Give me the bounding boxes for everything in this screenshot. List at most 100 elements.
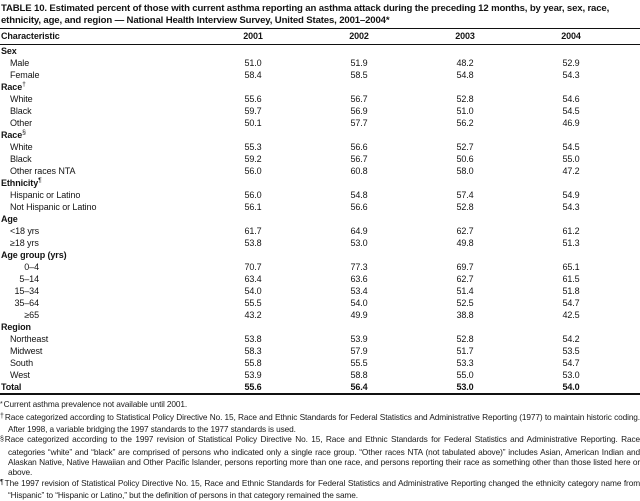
row-label: Other — [10, 118, 33, 129]
row-label: Age group (yrs) — [1, 250, 67, 261]
row-label: Sex — [1, 46, 17, 57]
table-row: Black 59.2 56.7 50.6 55.0 — [0, 153, 624, 165]
row-label: Not Hispanic or Latino — [10, 202, 97, 213]
row-label: Region — [1, 322, 31, 333]
table-row: Black 59.7 56.9 51.0 54.5 — [0, 105, 624, 117]
cell-value: 54.0 — [244, 286, 262, 297]
cell-value: 56.0 — [244, 166, 262, 177]
cell-value: 53.5 — [562, 346, 580, 357]
cell-value: 49.9 — [350, 310, 368, 321]
table-row: 0–4 70.7 77.3 69.7 65.1 — [0, 261, 624, 273]
cell-value: 64.9 — [350, 226, 368, 237]
footnote: *Current asthma prevalence not available… — [0, 399, 188, 410]
cell-value: 54.8 — [456, 70, 474, 81]
cell-value: 54.9 — [562, 190, 580, 201]
footnote-marker: § — [0, 435, 4, 443]
cell-value: 52.8 — [456, 202, 474, 213]
cell-value: 54.5 — [562, 106, 580, 117]
cell-value: 52.9 — [562, 58, 580, 69]
row-label: Race§ — [1, 128, 26, 141]
row-label: Age — [1, 214, 18, 225]
cell-value: 54.8 — [350, 190, 368, 201]
table-row: Not Hispanic or Latino 56.1 56.6 52.8 54.3 — [0, 201, 624, 213]
table-row: White 55.3 56.6 52.7 54.5 — [0, 141, 624, 153]
table-row: Race§ — [0, 129, 624, 141]
cell-value: 54.0 — [562, 382, 580, 393]
cell-value: 58.8 — [350, 370, 368, 381]
cell-value: 47.2 — [562, 166, 580, 177]
cell-value: 55.3 — [244, 142, 262, 153]
footnotes: *Current asthma prevalence not available… — [0, 395, 640, 500]
cell-value: 54.0 — [350, 298, 368, 309]
column-header-characteristic: Characteristic — [1, 31, 60, 42]
table-row: <18 yrs 61.7 64.9 62.7 61.2 — [0, 225, 624, 237]
row-label: 15–34 — [14, 286, 39, 297]
row-label: Female — [10, 70, 40, 81]
cell-value: 51.9 — [350, 58, 368, 69]
row-label: Hispanic or Latino — [10, 190, 81, 201]
table-row: Region — [0, 321, 624, 333]
cell-value: 61.2 — [562, 226, 580, 237]
cell-value: 55.8 — [244, 358, 262, 369]
table-row: Race† — [0, 81, 624, 93]
table-row: ≥18 yrs 53.8 53.0 49.8 51.3 — [0, 237, 624, 249]
row-label: West — [10, 370, 30, 381]
footnote: ¶The 1997 revision of Statistical Policy… — [0, 477, 640, 500]
cell-value: 56.9 — [350, 106, 368, 117]
cell-value: 60.8 — [350, 166, 368, 177]
table-row: Ethnicity¶ — [0, 177, 624, 189]
table-row: South 55.8 55.5 53.3 54.7 — [0, 357, 624, 369]
cell-value: 54.3 — [562, 70, 580, 81]
footnote-marker: ¶ — [0, 479, 4, 487]
cell-value: 63.6 — [350, 274, 368, 285]
cell-value: 52.8 — [456, 334, 474, 345]
cell-value: 51.7 — [456, 346, 474, 357]
header-rule — [0, 44, 640, 46]
column-header-year-2003: 2003 — [455, 31, 475, 42]
cell-value: 46.9 — [562, 118, 580, 129]
cell-value: 48.2 — [456, 58, 474, 69]
cell-value: 51.3 — [562, 238, 580, 249]
footnote-reference-marker: ¶ — [38, 176, 42, 184]
footnote: §Race categorized according to the 1997 … — [0, 434, 640, 478]
cell-value: 53.0 — [456, 382, 474, 393]
cell-value: 53.9 — [244, 370, 262, 381]
table-row: 35–64 55.5 54.0 52.5 54.7 — [0, 297, 624, 309]
cell-value: 55.5 — [244, 298, 262, 309]
table-row: Male 51.0 51.9 48.2 52.9 — [0, 57, 624, 69]
cell-value: 56.7 — [350, 154, 368, 165]
cell-value: 77.3 — [350, 262, 368, 273]
cell-value: 59.7 — [244, 106, 262, 117]
cell-value: 43.2 — [244, 310, 262, 321]
cell-value: 54.2 — [562, 334, 580, 345]
row-label: Total — [1, 382, 22, 393]
cell-value: 50.6 — [456, 154, 474, 165]
row-label: ≥18 yrs — [10, 238, 39, 249]
cell-value: 55.6 — [244, 94, 262, 105]
cell-value: 54.5 — [562, 142, 580, 153]
cell-value: 53.9 — [350, 334, 368, 345]
cell-value: 69.7 — [456, 262, 474, 273]
table-row: Other races NTA 56.0 60.8 58.0 47.2 — [0, 165, 624, 177]
cell-value: 52.5 — [456, 298, 474, 309]
row-label: 35–64 — [14, 298, 39, 309]
row-label: Black — [10, 154, 32, 165]
cell-value: 63.4 — [244, 274, 262, 285]
column-header-year-2004: 2004 — [561, 31, 581, 42]
cell-value: 62.7 — [456, 274, 474, 285]
cell-value: 61.7 — [244, 226, 262, 237]
table-row: Other 50.1 57.7 56.2 46.9 — [0, 117, 624, 129]
cell-value: 55.6 — [244, 382, 262, 393]
cell-value: 51.0 — [456, 106, 474, 117]
cell-value: 57.9 — [350, 346, 368, 357]
table-row: Northeast 53.8 53.9 52.8 54.2 — [0, 333, 624, 345]
cell-value: 54.3 — [562, 202, 580, 213]
cell-value: 61.5 — [562, 274, 580, 285]
footnote-marker: * — [0, 400, 3, 408]
cell-value: 55.5 — [350, 358, 368, 369]
cell-value: 49.8 — [456, 238, 474, 249]
row-label: Male — [10, 58, 30, 69]
table-row: White 55.6 56.7 52.8 54.6 — [0, 93, 624, 105]
cell-value: 53.4 — [350, 286, 368, 297]
cell-value: 50.1 — [244, 118, 262, 129]
